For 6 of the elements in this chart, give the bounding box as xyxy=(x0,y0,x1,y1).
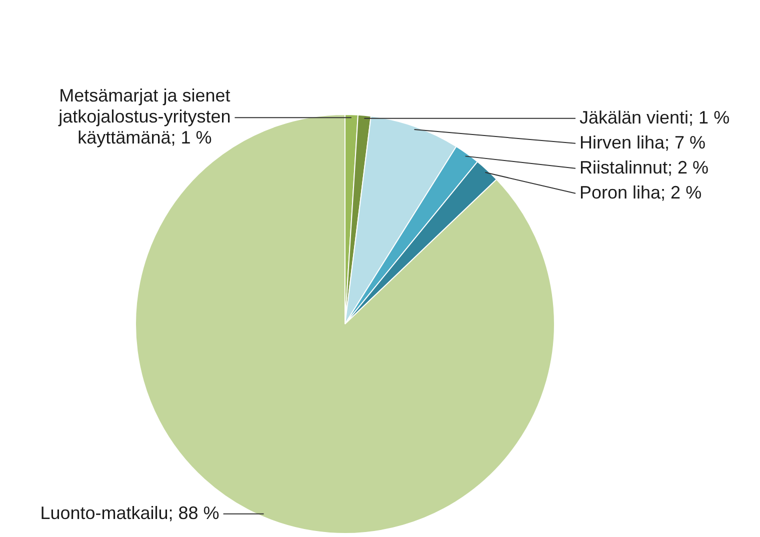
slice-label: Jäkälän vienti; 1 % xyxy=(579,107,730,128)
slice-label: Riistalinnut; 2 % xyxy=(580,157,709,178)
slice-label: Poron liha; 2 % xyxy=(579,182,702,202)
slice-label: Metsämarjat ja sienet jatkojalostus-yritysten käyttämänä; 1 % xyxy=(58,86,231,148)
slice-label: Luonto-matkailu; 88 % xyxy=(40,502,220,523)
slice-label: Hirven liha; 7 % xyxy=(579,132,706,152)
